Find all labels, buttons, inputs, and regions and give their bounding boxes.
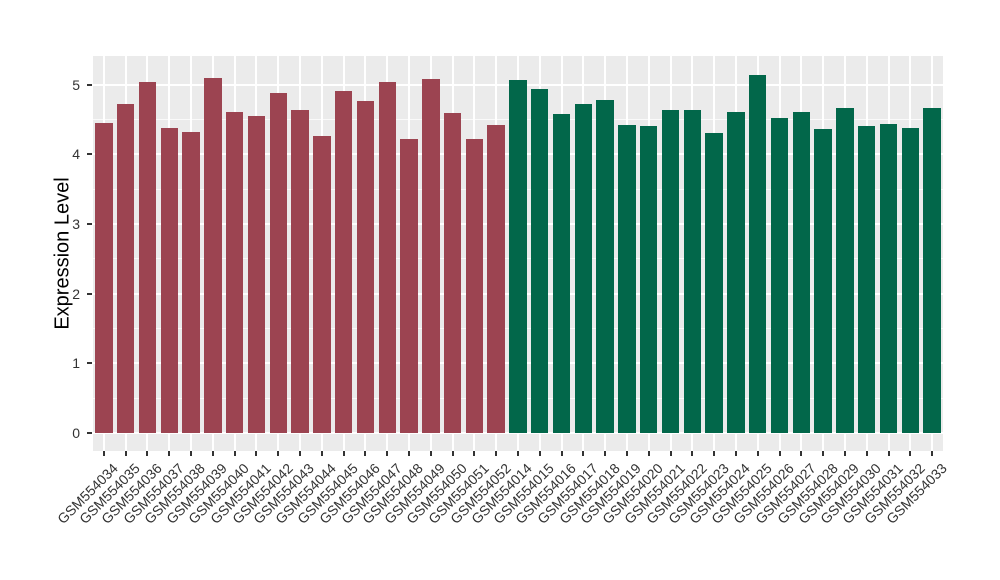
x-tick-mark [887, 451, 890, 456]
x-tick-mark [451, 451, 454, 456]
x-tick-mark [124, 451, 127, 456]
x-tick-mark [473, 451, 476, 456]
x-tick-mark [299, 451, 302, 456]
bar [749, 74, 767, 433]
bar [531, 89, 549, 433]
x-tick-mark [342, 451, 345, 456]
bar [95, 122, 113, 433]
bar [400, 138, 418, 433]
bar [770, 117, 789, 433]
x-tick-mark [211, 451, 214, 456]
bar [116, 104, 135, 433]
bar [792, 112, 811, 433]
bar [836, 107, 854, 433]
x-tick-mark [168, 451, 171, 456]
y-tick-label: 5 [72, 76, 80, 93]
x-tick-mark [909, 451, 912, 456]
x-tick-mark [429, 451, 432, 456]
bar [574, 104, 593, 433]
bar [683, 110, 702, 433]
bar [487, 124, 505, 433]
y-tick-label: 0 [72, 425, 80, 441]
bar [465, 138, 484, 433]
bar [356, 101, 375, 433]
bar [204, 77, 222, 433]
x-tick-mark [931, 451, 934, 456]
y-tick-label: 1 [72, 355, 80, 372]
bar [291, 110, 309, 433]
x-tick-mark [495, 451, 498, 456]
y-tick-label: 2 [72, 285, 80, 302]
bar [814, 129, 832, 433]
x-tick-mark [756, 451, 759, 456]
x-tick-mark [865, 451, 868, 456]
x-tick-mark [386, 451, 389, 456]
y-tick-mark [87, 222, 92, 225]
bar [313, 136, 331, 433]
x-tick-mark [190, 451, 193, 456]
x-tick-mark [538, 451, 541, 456]
bar [596, 99, 614, 433]
bar [640, 125, 658, 433]
x-tick-mark [843, 451, 846, 456]
y-axis-title: Expression Level [51, 177, 74, 330]
y-tick-mark [87, 153, 92, 156]
bar [334, 90, 353, 433]
bar [552, 113, 571, 433]
x-tick-mark [255, 451, 258, 456]
bar [422, 78, 440, 433]
x-tick-mark [822, 451, 825, 456]
bar [509, 80, 527, 433]
bar [901, 127, 919, 433]
bar [858, 125, 876, 433]
x-tick-mark [691, 451, 694, 456]
x-tick-mark [102, 451, 105, 456]
bar [923, 107, 941, 433]
x-tick-mark [517, 451, 519, 456]
bar [443, 113, 462, 433]
bar [879, 123, 898, 433]
bar [269, 92, 287, 433]
x-tick-mark [408, 451, 411, 456]
bar [618, 124, 636, 433]
y-tick-label: 3 [72, 215, 80, 232]
x-tick-mark [647, 451, 650, 456]
x-tick-mark [146, 451, 149, 456]
y-tick-mark [87, 83, 92, 86]
y-tick-label: 4 [72, 146, 80, 163]
x-tick-mark [364, 451, 367, 456]
x-tick-mark [800, 451, 803, 456]
x-tick-mark [778, 451, 781, 456]
x-tick-mark [669, 451, 672, 456]
x-tick-mark [604, 451, 607, 456]
x-tick-mark [320, 451, 323, 456]
x-tick-mark [233, 451, 236, 456]
y-tick-mark [87, 292, 92, 295]
x-tick-mark [734, 451, 737, 456]
y-tick-mark [87, 432, 92, 434]
x-tick-mark [625, 451, 628, 456]
y-tick-mark [87, 362, 92, 365]
bar [138, 82, 157, 433]
bar [182, 131, 200, 433]
y-axis-title-box: Expression Level [46, 56, 80, 451]
chart-panel [93, 56, 943, 451]
bar [247, 115, 266, 433]
bar [225, 111, 244, 433]
bar [378, 81, 396, 433]
x-tick-mark [713, 451, 716, 456]
bar [705, 132, 723, 433]
bar [160, 128, 178, 433]
bar [727, 111, 745, 433]
bar [661, 109, 680, 433]
x-tick-mark [582, 451, 585, 456]
x-tick-mark [560, 451, 563, 456]
x-tick-mark [277, 451, 280, 456]
